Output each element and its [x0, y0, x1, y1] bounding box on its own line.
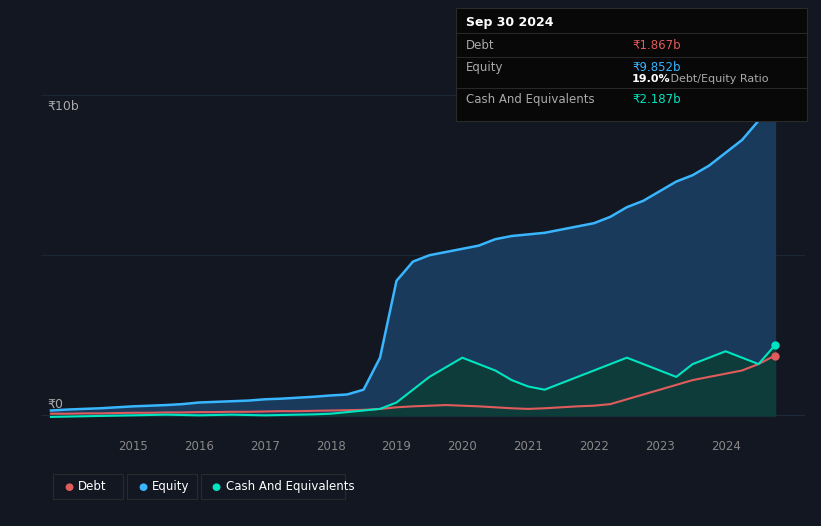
- Text: ₹2.187b: ₹2.187b: [632, 94, 681, 106]
- Text: Debt: Debt: [78, 480, 107, 493]
- Text: ₹10b: ₹10b: [48, 100, 80, 113]
- Text: ●: ●: [138, 481, 147, 492]
- Text: Sep 30 2024: Sep 30 2024: [466, 16, 553, 29]
- Text: 19.0%: 19.0%: [632, 74, 671, 84]
- Text: Debt: Debt: [466, 39, 494, 52]
- Point: [768, 96, 782, 104]
- Text: ●: ●: [212, 481, 221, 492]
- Text: ₹9.852b: ₹9.852b: [632, 62, 681, 74]
- Text: Cash And Equivalents: Cash And Equivalents: [226, 480, 355, 493]
- Text: Equity: Equity: [152, 480, 190, 493]
- Text: Equity: Equity: [466, 62, 503, 74]
- Point: [768, 341, 782, 349]
- Text: ₹0: ₹0: [48, 398, 64, 410]
- Text: ₹1.867b: ₹1.867b: [632, 39, 681, 52]
- Text: ●: ●: [64, 481, 73, 492]
- Point: [768, 351, 782, 360]
- Text: Debt/Equity Ratio: Debt/Equity Ratio: [667, 74, 768, 84]
- Text: Cash And Equivalents: Cash And Equivalents: [466, 94, 594, 106]
